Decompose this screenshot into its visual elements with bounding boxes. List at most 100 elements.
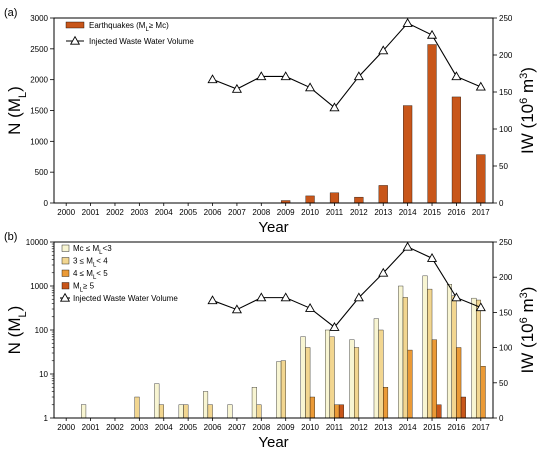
ytick-label-b-3: 1000 <box>30 282 48 291</box>
ytick-label-a-0: 0 <box>44 199 49 208</box>
y2label-unit-a: m <box>518 79 537 98</box>
panel-a-chart: 0 500 1000 1500 2000 2500 3000 0 50 100 150 200 250 2… <box>4 7 537 236</box>
panel-label-a: (a) <box>4 7 17 19</box>
xaxis-label-a: Year <box>258 219 288 236</box>
y2axis-label-b: IW (106 m3) <box>518 287 537 374</box>
legend-swatch-b-1 <box>61 257 70 265</box>
legend-line-label-b: Injected Waste Water Volume <box>73 294 178 303</box>
iww-marker-a-2007 <box>231 83 242 93</box>
bar-b-s2-2016 <box>456 347 462 419</box>
iww-marker-b-2007 <box>231 304 242 314</box>
y2tick-label-b-0: 0 <box>499 414 504 423</box>
xaxis-label-b: Year <box>258 434 288 451</box>
xtick-label-a-2012: 2012 <box>350 208 368 217</box>
bar-a-s0-2014 <box>403 105 413 204</box>
ytick-label-b-4: 10000 <box>26 238 49 247</box>
y2label-main-a: IW (10 <box>518 104 537 154</box>
iww-marker-a-2016 <box>451 71 462 81</box>
bar-a-s0-2010 <box>305 195 315 204</box>
legend-line-marker-a <box>69 35 81 45</box>
xtick-label-b-2011: 2011 <box>326 423 344 432</box>
xtick-label-b-2013: 2013 <box>374 423 392 432</box>
legend-swatch-b-2 <box>61 269 70 277</box>
xtick-label-b-2015: 2015 <box>423 423 441 432</box>
legend-sub-b-1: L <box>93 263 97 269</box>
bar-b-s1-2014 <box>402 297 408 419</box>
xtick-label-a-2002: 2002 <box>106 208 124 217</box>
bar-a-s0-2017 <box>476 154 486 204</box>
bar-b-s0-2012 <box>349 339 355 419</box>
iww-marker-b-2014 <box>402 241 413 251</box>
xtick-label-a-2004: 2004 <box>155 208 173 217</box>
bar-b-s0-2005 <box>178 404 184 419</box>
iww-marker-a-2013 <box>378 45 389 55</box>
ylabel-tail-a: ) <box>5 86 24 92</box>
ytick-label-a-4: 2000 <box>30 76 48 85</box>
ylabel-sub-b: L <box>17 311 29 317</box>
legend-line-label-a: Injected Waste Water Volume <box>89 37 194 46</box>
xtick-label-a-2009: 2009 <box>277 208 295 217</box>
bar-b-s0-2001 <box>81 404 87 419</box>
y2tick-label-b-4: 200 <box>499 273 513 282</box>
bar-b-s0-2004 <box>154 383 160 419</box>
bar-b-s0-2013 <box>373 318 379 419</box>
bar-b-s1-2009 <box>280 360 286 419</box>
xtick-label-a-2017: 2017 <box>472 208 490 217</box>
iww-line-b <box>212 246 482 328</box>
bar-b-s1-2016 <box>451 295 457 419</box>
xtick-label-b-2001: 2001 <box>82 423 100 432</box>
ytick-label-b-2: 100 <box>35 326 49 335</box>
bar-b-s0-2010 <box>300 336 306 419</box>
bar-b-s1-2010 <box>305 347 311 419</box>
y2label-unit-b: m <box>518 298 537 317</box>
bar-b-s2-2013 <box>383 387 389 419</box>
bar-b-s2-2014 <box>407 349 413 419</box>
xtick-label-a-2013: 2013 <box>374 208 392 217</box>
legend-sub-b-3: L <box>80 288 84 294</box>
xtick-label-a-2005: 2005 <box>179 208 197 217</box>
legend-pre-b-0: Mc ≤ M <box>73 244 100 253</box>
bar-b-s1-2011 <box>329 336 335 419</box>
y2label-end-b: ) <box>518 287 537 293</box>
xtick-label-b-2005: 2005 <box>179 423 197 432</box>
iww-marker-b-2016 <box>451 292 462 302</box>
bar-b-s0-2016 <box>446 284 452 419</box>
bar-b-s0-2011 <box>325 329 331 419</box>
xtick-label-a-2003: 2003 <box>130 208 148 217</box>
xtick-label-b-2010: 2010 <box>301 423 319 432</box>
iww-marker-a-2009 <box>280 71 291 81</box>
ytick-label-a-1: 500 <box>35 168 49 177</box>
iww-marker-b-2010 <box>305 302 316 312</box>
y2tick-label-b-5: 250 <box>499 238 513 247</box>
legend-post-b-2: < 5 <box>96 269 108 278</box>
xtick-label-a-2000: 2000 <box>57 208 75 217</box>
bar-b-s1-2003 <box>134 396 140 419</box>
xtick-label-b-2006: 2006 <box>204 423 222 432</box>
iww-marker-b-2013 <box>378 267 389 277</box>
iww-marker-a-2008 <box>256 71 267 81</box>
iww-marker-a-2006 <box>207 74 218 84</box>
y2tick-label-a-2: 100 <box>499 125 513 134</box>
xtick-label-a-2016: 2016 <box>448 208 466 217</box>
y2label-sup2-b: 3 <box>518 292 530 298</box>
xtick-label-b-2003: 2003 <box>130 423 148 432</box>
iww-marker-b-2009 <box>280 292 291 302</box>
y2tick-label-a-3: 150 <box>499 88 513 97</box>
iww-marker-a-2014 <box>402 17 413 27</box>
xtick-label-a-2001: 2001 <box>82 208 100 217</box>
y2axis-label-a: IW (106 m3) <box>518 67 537 154</box>
iww-marker-b-2006 <box>207 295 218 305</box>
bar-a-s0-2011 <box>329 192 340 204</box>
bar-b-s1-2004 <box>158 404 164 419</box>
bar-b-s1-2005 <box>183 404 189 419</box>
legend-sub-b-2: L <box>93 275 97 281</box>
xtick-label-b-2007: 2007 <box>228 423 246 432</box>
bar-b-s3-2015 <box>436 404 442 419</box>
legend-line-marker-b <box>59 292 71 302</box>
legend-label-b-1: 3 ≤ ML< 4 <box>73 257 108 269</box>
bar-b-s1-2013 <box>378 329 384 419</box>
bar-b-s1-2012 <box>354 347 360 419</box>
xtick-label-b-2016: 2016 <box>448 423 466 432</box>
legend-tail-a: ≥ Mc) <box>149 21 169 30</box>
